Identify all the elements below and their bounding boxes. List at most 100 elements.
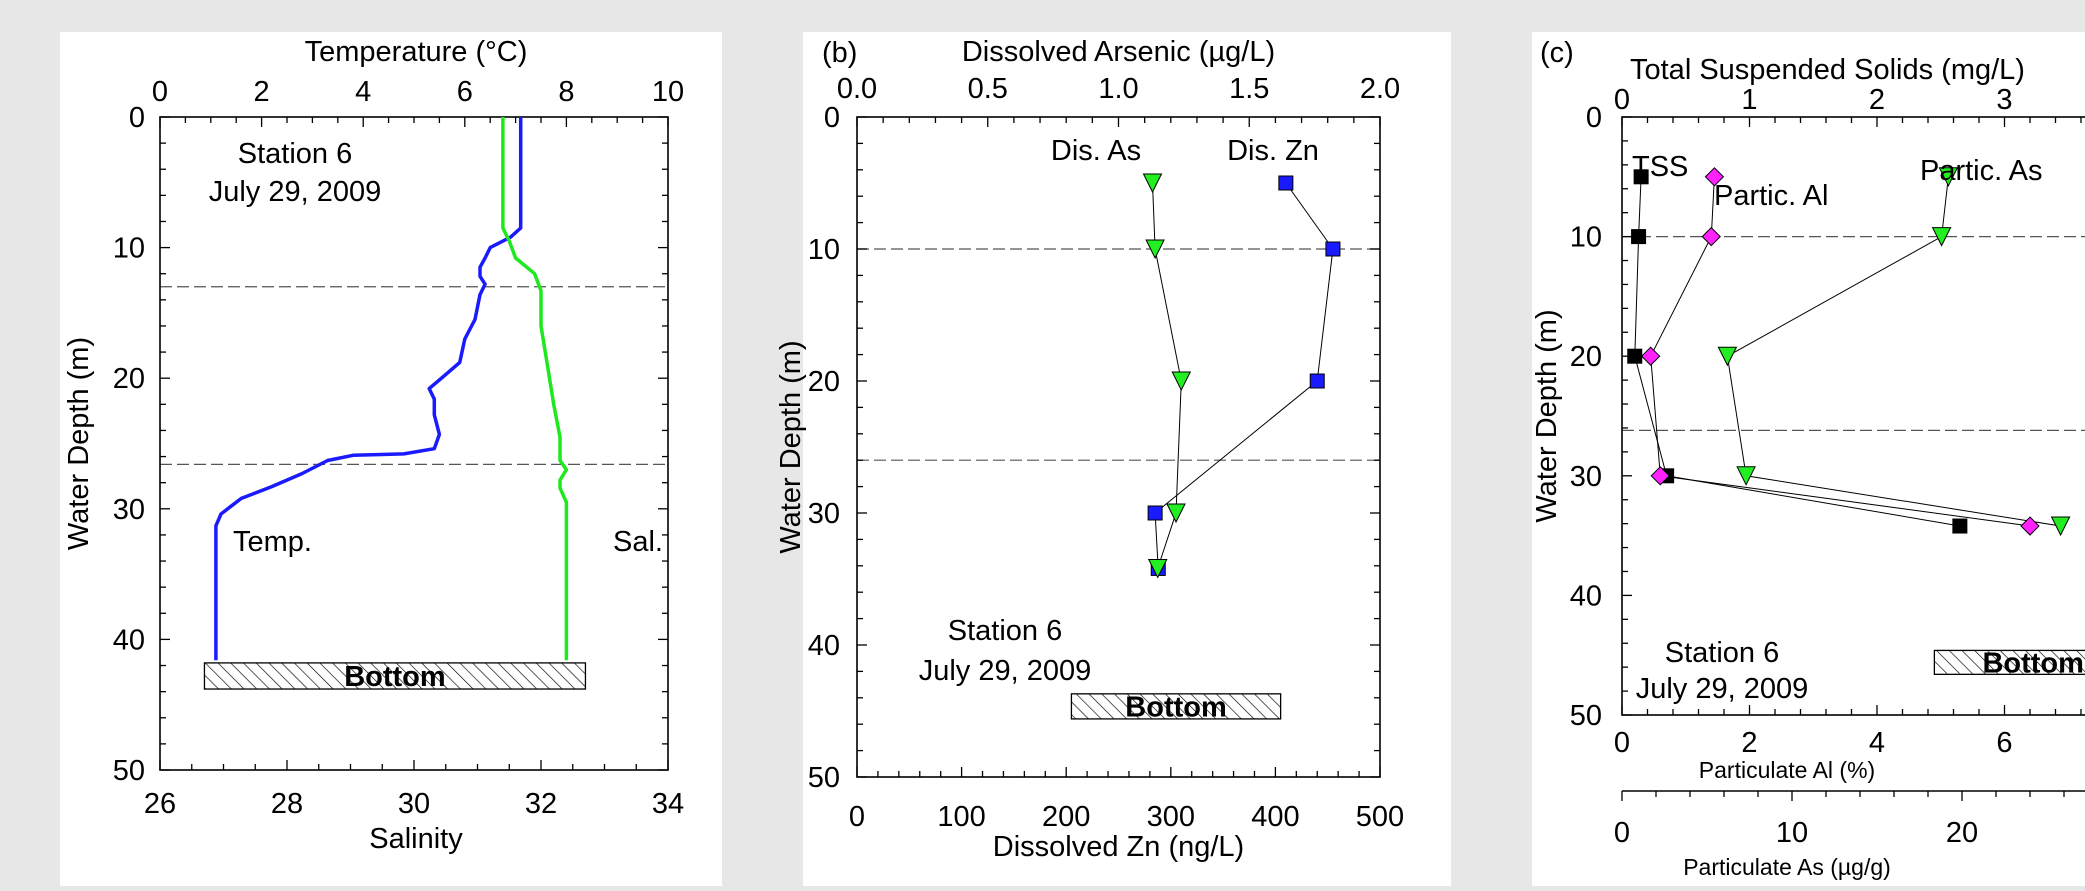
x-tick-label: 2.0 xyxy=(1360,73,1400,105)
x-tick-label: 0 xyxy=(1614,727,1630,759)
station-label: Station 6 xyxy=(948,615,1062,647)
series-label-as: Dis. As xyxy=(1051,135,1141,167)
bottom-axis-title: Salinity xyxy=(369,823,463,855)
y-tick-label: 20 xyxy=(113,363,145,395)
al-marker xyxy=(2020,516,2040,536)
x-tick-label: 2 xyxy=(1741,727,1757,759)
bottom-band xyxy=(203,662,587,690)
series-label-temp: Temp. xyxy=(233,526,312,558)
series-label-zn: Dis. Zn xyxy=(1227,135,1319,167)
date-label: July 29, 2009 xyxy=(209,176,382,208)
bottom-band xyxy=(1070,693,1282,720)
zn-marker xyxy=(1325,241,1341,257)
as-marker xyxy=(1736,466,1756,486)
tss-marker xyxy=(1627,348,1643,364)
x-tick-label: 2 xyxy=(1869,84,1885,116)
bottom-axis-title: Particulate Al (%) xyxy=(1699,757,1875,783)
x-tick-label: 200 xyxy=(1042,801,1090,833)
x-tick-label: 300 xyxy=(1147,801,1195,833)
y-tick-label: 10 xyxy=(1570,222,1602,254)
al-marker xyxy=(1704,167,1725,187)
y-tick-label: 10 xyxy=(808,234,840,266)
y-tick-label: 40 xyxy=(113,624,145,656)
series-label-as: Partic. As xyxy=(1920,155,2043,187)
al-marker xyxy=(1640,346,1661,366)
y-tick-label: 0 xyxy=(1586,102,1602,134)
zn-marker xyxy=(1147,505,1163,521)
as-marker xyxy=(2050,516,2071,537)
as-marker xyxy=(1931,227,1952,247)
series-label-tss: TSS xyxy=(1632,151,1688,183)
x-tick-label: 1.0 xyxy=(1098,73,1138,105)
as-marker xyxy=(1171,371,1192,392)
x-tick-label: 32 xyxy=(525,788,557,820)
x-tick-label: 10 xyxy=(1776,817,1808,849)
zn-marker xyxy=(1309,373,1325,389)
y-tick-label: 10 xyxy=(113,233,145,265)
as-marker xyxy=(1166,503,1186,524)
panel-b-background xyxy=(803,32,1451,890)
x-tick-label: 6 xyxy=(457,76,473,108)
y-tick-label: 30 xyxy=(113,494,145,526)
x-tick-label: 1.5 xyxy=(1229,73,1269,105)
panel-c-background xyxy=(1532,32,2085,890)
top-axis-title: Temperature (°C) xyxy=(305,36,528,68)
y-tick-label: 20 xyxy=(808,366,840,398)
x-tick-label: 3 xyxy=(1996,84,2012,116)
top-axis-title: Dissolved Arsenic (µg/L) xyxy=(962,36,1275,68)
zn-marker xyxy=(1278,175,1294,191)
station-label: Station 6 xyxy=(238,138,352,170)
x-tick-label: 500 xyxy=(1356,801,1404,833)
y-tick-label: 50 xyxy=(1570,700,1602,732)
salinity-line xyxy=(501,117,569,661)
x-tick-label: 30 xyxy=(398,788,430,820)
y-tick-label: 20 xyxy=(1570,341,1602,373)
y-tick-label: 50 xyxy=(113,755,145,787)
panel-label: (c) xyxy=(1540,37,1574,69)
x-tick-label: 400 xyxy=(1251,801,1299,833)
y-axis-title: Water Depth (m) xyxy=(63,337,95,550)
x-tick-label: 10 xyxy=(652,76,684,108)
temperature-line xyxy=(214,117,523,661)
x-tick-label: 0.5 xyxy=(968,73,1008,105)
tss-marker xyxy=(1952,518,1968,534)
top-axis-title: Total Suspended Solids (mg/L) xyxy=(1630,54,2025,86)
date-label: July 29, 2009 xyxy=(919,655,1092,687)
panel-b: 0 10 20 30 40 50 0.0 0.5 1.0 1.5 2.0 0 100 200 300 400 5… xyxy=(775,36,1404,863)
y-tick-label: 50 xyxy=(808,762,840,794)
as-marker xyxy=(1142,173,1163,194)
x-tick-label: 0 xyxy=(1614,817,1630,849)
tss-marker xyxy=(1631,229,1647,245)
y-tick-label: 0 xyxy=(129,102,145,134)
y-tick-label: 40 xyxy=(1570,580,1602,612)
bottom-band xyxy=(1933,649,2085,675)
as-marker xyxy=(1717,346,1738,367)
panel-c: 0102030405001234024680102030(c)Total Sus… xyxy=(1531,37,2085,880)
y-axis-title: Water Depth (m) xyxy=(1531,309,1563,522)
x-tick-label: 20 xyxy=(1946,817,1978,849)
bottom-axis-2-title: Particulate As (µg/g) xyxy=(1683,854,1891,880)
tss-marker xyxy=(1633,169,1649,185)
x-tick-label: 6 xyxy=(1996,727,2012,759)
panel-a: 0 10 20 30 40 50 0 2 4 6 8 10 26 28 30 32 34 Temperature … xyxy=(63,36,684,855)
bottom-axis-title: Dissolved Zn (ng/L) xyxy=(993,831,1244,863)
x-tick-label: 0.0 xyxy=(837,73,877,105)
bottom-label: Bottom xyxy=(344,661,445,693)
al-marker xyxy=(1701,226,1721,247)
panel-label: (b) xyxy=(822,37,857,69)
x-tick-label: 34 xyxy=(652,788,684,820)
y-axis-title: Water Depth (m) xyxy=(775,340,807,553)
x-tick-label: 1 xyxy=(1741,84,1757,116)
as-marker xyxy=(1145,239,1165,260)
date-label: July 29, 2009 xyxy=(1636,673,1809,705)
y-tick-label: 30 xyxy=(808,498,840,530)
y-tick-label: 0 xyxy=(824,102,840,134)
as-marker xyxy=(1938,167,1959,187)
x-tick-label: 4 xyxy=(355,76,371,108)
x-tick-label: 0 xyxy=(1614,84,1630,116)
x-tick-label: 2 xyxy=(254,76,270,108)
y-tick-label: 30 xyxy=(1570,461,1602,493)
station-label: Station 6 xyxy=(1665,637,1779,669)
